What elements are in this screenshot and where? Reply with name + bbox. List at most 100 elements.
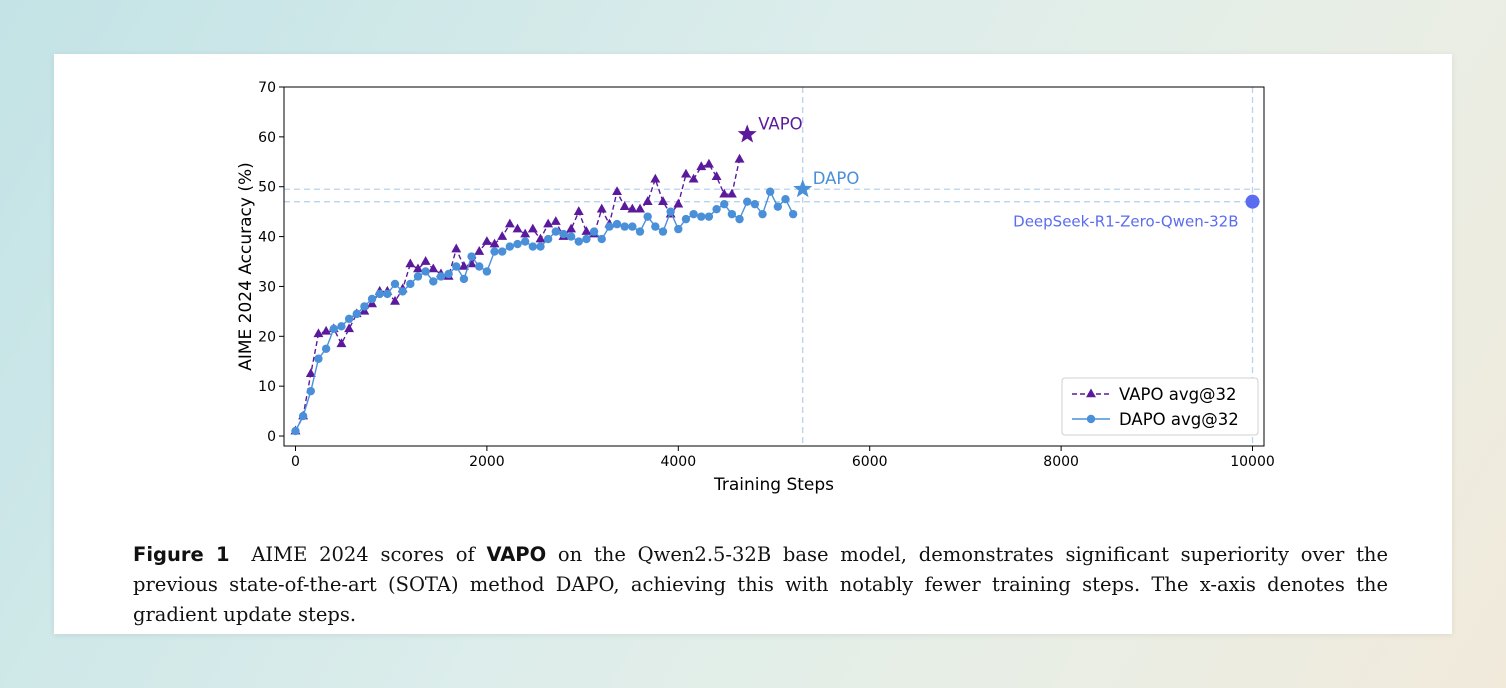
- legend-marker-0: [1086, 388, 1096, 398]
- label-deepseek: DeepSeek-R1-Zero-Qwen-32B: [1013, 213, 1238, 231]
- dapo-point: [620, 222, 629, 231]
- vapo-point: [520, 228, 531, 238]
- dapo-point: [344, 314, 354, 324]
- dapo-point: [551, 227, 560, 236]
- dapo-point: [727, 209, 737, 219]
- vapo-point: [458, 261, 469, 270]
- dapo-point: [720, 199, 729, 209]
- vapo-point: [658, 196, 668, 205]
- dapo-point: [712, 204, 721, 214]
- dapo-point: [635, 227, 645, 236]
- dapo-point: [383, 289, 392, 299]
- vapo-point: [711, 171, 722, 181]
- series-line-1: [294, 189, 794, 432]
- x-tick-label-2: 4000: [660, 454, 696, 470]
- dapo-point: [360, 302, 369, 311]
- vapo-point: [642, 196, 653, 205]
- dapo-point: [306, 386, 315, 396]
- dapo-point: [543, 234, 553, 244]
- dapo-point: [773, 202, 783, 211]
- vapo-point: [405, 258, 416, 268]
- vapo-point: [413, 263, 423, 273]
- x-tick-label-4: 8000: [1043, 454, 1079, 470]
- dapo-point: [628, 222, 637, 231]
- y-tick-label-6: 60: [258, 130, 276, 146]
- figure-caption: Figure 1 AIME 2024 scores of VAPO on the…: [133, 540, 1388, 630]
- vapo-point: [420, 256, 431, 265]
- x-tick-label-1: 2000: [469, 454, 505, 470]
- y-tick-label-4: 40: [258, 230, 276, 246]
- vapo-point: [596, 203, 607, 213]
- vapo-point: [734, 153, 745, 163]
- vapo-point: [681, 168, 691, 178]
- dapo-point: [352, 309, 361, 319]
- dapo-point: [436, 272, 446, 281]
- dapo-point: [406, 279, 415, 289]
- vapo-point: [650, 173, 661, 183]
- legend-marker-1: [1086, 414, 1096, 424]
- caption-prefix: AIME 2024 scores of: [251, 542, 475, 566]
- vapo-point: [573, 206, 584, 215]
- dapo-point: [314, 354, 323, 363]
- dapo-point: [321, 344, 331, 353]
- legend-label-1: DAPO avg@32: [1119, 410, 1239, 429]
- dapo-point: [520, 237, 530, 246]
- label-vapo: VAPO: [758, 114, 802, 133]
- vapo-point: [489, 238, 500, 248]
- dapo-point: [498, 247, 507, 256]
- x-tick-label-0: 0: [291, 454, 300, 470]
- dapo-point: [375, 289, 384, 299]
- dapo-point: [475, 262, 484, 271]
- dapo-point: [674, 224, 683, 234]
- dapo-point: [643, 212, 652, 221]
- dapo-point: [605, 222, 614, 231]
- dapo-point: [758, 209, 767, 219]
- highlight-star-vapo: [737, 124, 757, 143]
- dapo-point: [589, 227, 599, 236]
- dapo-point: [390, 279, 400, 289]
- dapo-point: [536, 242, 545, 251]
- vapo-point: [474, 246, 485, 255]
- y-axis-label: AIME 2024 Accuracy (%): [236, 162, 256, 371]
- dapo-point: [291, 426, 300, 436]
- vapo-point: [451, 243, 462, 253]
- caption-text: on the Qwen2.5-32B base model, demonstra…: [133, 542, 1389, 626]
- vapo-point: [581, 226, 592, 235]
- vapo-point: [688, 173, 699, 183]
- vapo-point: [313, 328, 324, 338]
- dapo-point: [513, 239, 522, 249]
- vapo-point: [512, 223, 523, 233]
- vapo-point: [719, 188, 730, 198]
- y-tick-label-5: 50: [258, 180, 276, 196]
- dapo-point: [582, 234, 591, 244]
- dapo-point: [597, 234, 606, 244]
- x-tick-label-3: 6000: [852, 454, 888, 470]
- dapo-point: [528, 242, 538, 251]
- dapo-point: [697, 212, 706, 221]
- dapo-point: [743, 197, 752, 206]
- vapo-point: [627, 203, 638, 213]
- dapo-point: [337, 322, 346, 331]
- dapo-point: [681, 214, 691, 224]
- dapo-point: [482, 267, 492, 276]
- caption-method: VAPO: [486, 542, 547, 566]
- highlight-point-deepseek: [1245, 194, 1260, 209]
- vapo-point: [543, 218, 554, 228]
- y-tick-label-2: 20: [258, 329, 276, 345]
- vapo-point: [336, 338, 347, 348]
- x-tick-label-5: 10000: [1230, 454, 1275, 470]
- dapo-point: [574, 237, 583, 246]
- dapo-point: [750, 199, 760, 209]
- dapo-point: [658, 227, 668, 236]
- dapo-point: [566, 232, 576, 241]
- vapo-point: [497, 231, 508, 240]
- dapo-point: [781, 194, 790, 204]
- highlight-star-dapo: [793, 179, 813, 198]
- dapo-point: [651, 222, 660, 231]
- dapo-point: [788, 209, 798, 219]
- plot-frame: [283, 86, 1265, 447]
- vapo-point: [635, 203, 645, 213]
- vapo-point: [344, 323, 355, 333]
- series-line-0: [294, 159, 741, 432]
- dapo-point: [398, 287, 407, 296]
